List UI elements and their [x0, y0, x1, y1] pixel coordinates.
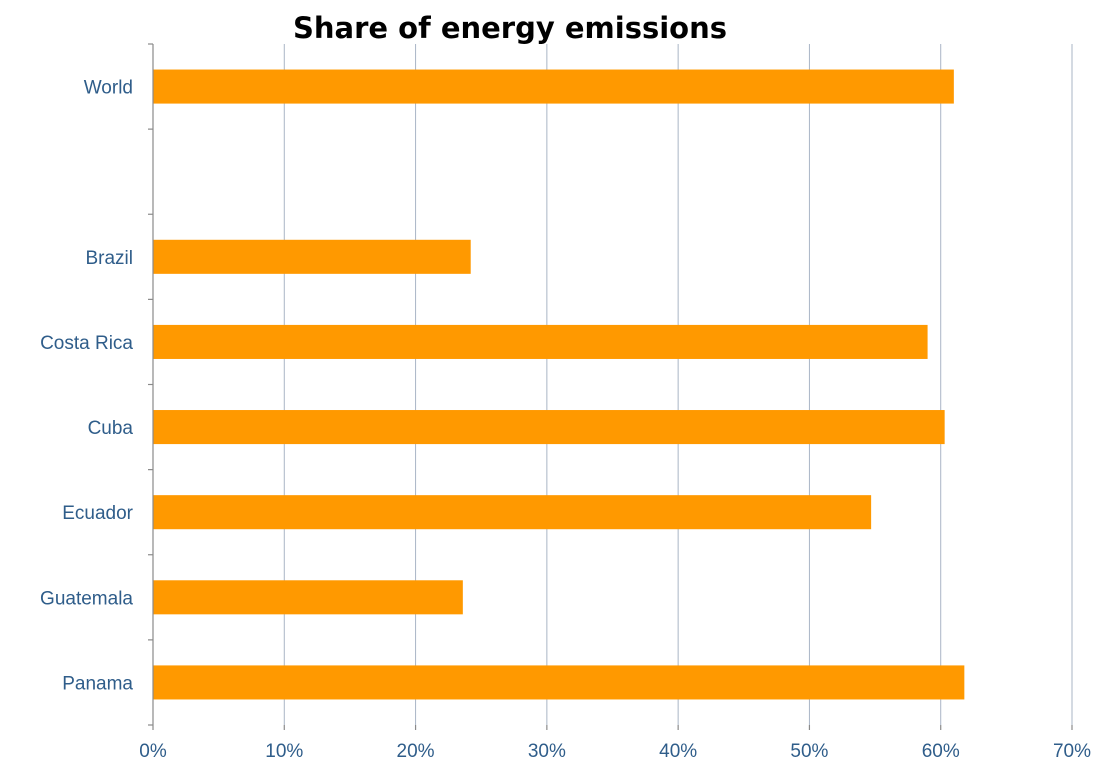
chart-title: Share of energy emissions: [293, 11, 727, 45]
gridlines: [283, 44, 1073, 725]
x-tick-label: 10%: [265, 741, 303, 762]
x-tick-label: 70%: [1053, 741, 1091, 762]
bar: [153, 580, 463, 615]
bar: [153, 324, 928, 359]
category-label: Cuba: [88, 418, 134, 439]
category-label: Panama: [62, 673, 133, 694]
x-tick-label: 30%: [528, 741, 566, 762]
category-label: Costa Rica: [40, 333, 133, 354]
bars: [153, 69, 965, 700]
category-axis: [148, 43, 1073, 730]
x-tick-label: 40%: [659, 741, 697, 762]
x-tick-label: 0%: [139, 741, 167, 762]
category-label: Ecuador: [62, 503, 133, 524]
category-label: Brazil: [85, 248, 133, 269]
bar: [153, 495, 872, 530]
bar: [153, 69, 954, 104]
x-tick-label: 60%: [922, 741, 960, 762]
bar: [153, 410, 945, 445]
bar: [153, 239, 471, 274]
category-label: World: [84, 78, 133, 99]
x-tick-label: 20%: [397, 741, 435, 762]
category-label: Guatemala: [40, 588, 133, 609]
x-tick-label: 50%: [790, 741, 828, 762]
x-tick-labels: 0% 10% 20% 30% 40% 50% 60% 70%: [139, 741, 1091, 762]
bar: [153, 665, 965, 700]
category-labels: World Brazil Costa Rica Cuba Ecuador Guatemal…: [40, 78, 134, 695]
